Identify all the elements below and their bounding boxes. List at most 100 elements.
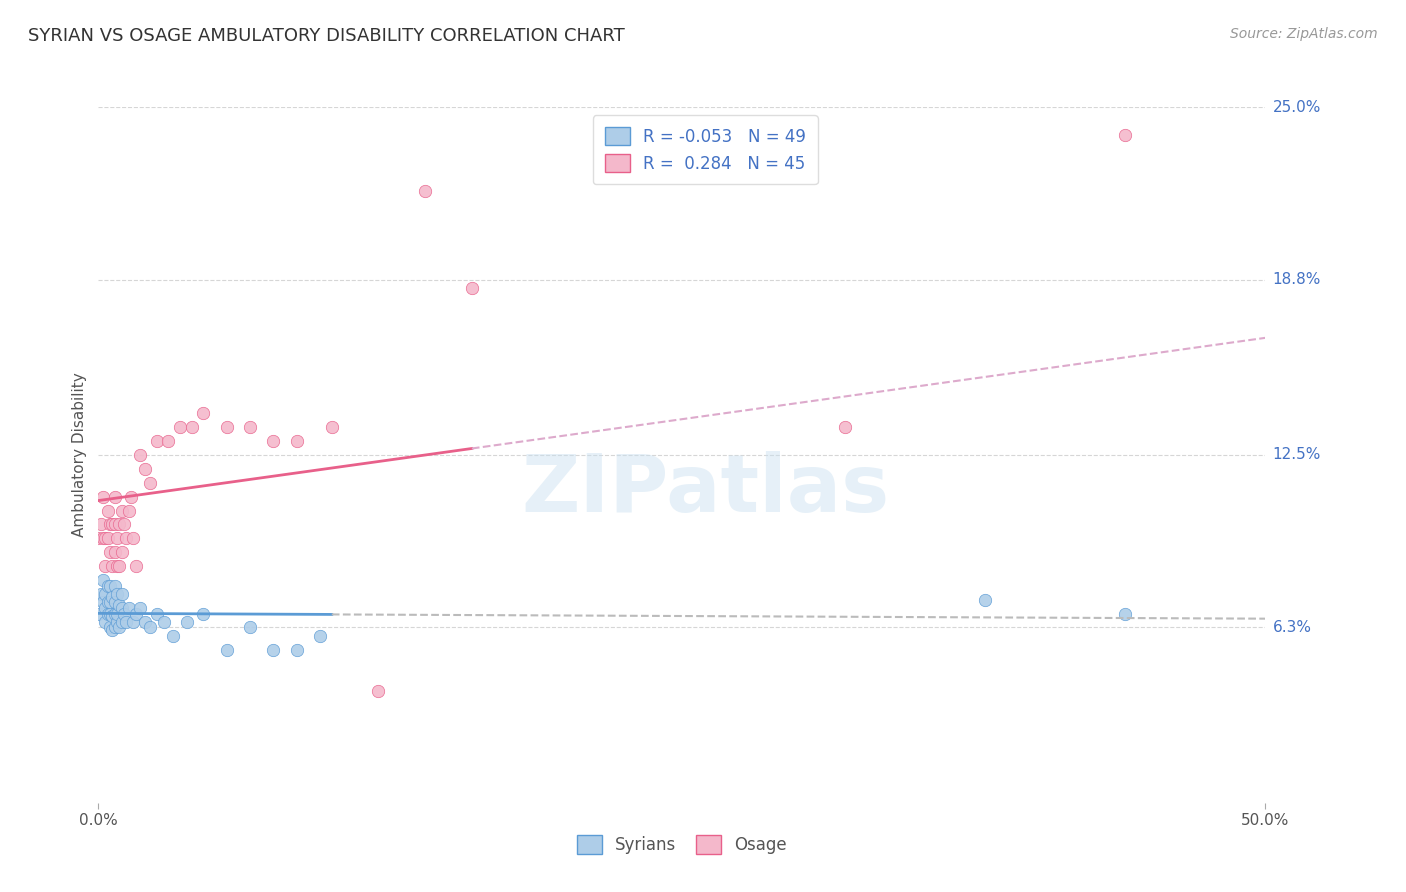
Point	[139, 475, 162, 490]
Point	[108, 559, 131, 574]
Text: ZIPatlas: ZIPatlas	[522, 450, 890, 529]
Point	[115, 532, 138, 546]
Point	[94, 601, 117, 615]
Point	[98, 579, 121, 593]
Point	[157, 434, 180, 448]
Point	[104, 517, 127, 532]
Point	[139, 620, 162, 634]
Point	[101, 559, 124, 574]
Point	[367, 684, 389, 698]
Point	[122, 532, 145, 546]
Point	[101, 590, 124, 604]
Point	[262, 642, 284, 657]
Point	[239, 420, 262, 434]
Point	[129, 601, 152, 615]
Point	[108, 517, 131, 532]
Point	[91, 532, 114, 546]
Point	[122, 615, 145, 629]
Point	[461, 281, 484, 295]
Point	[104, 607, 127, 621]
Point	[98, 620, 121, 634]
Point	[98, 517, 121, 532]
Point	[105, 532, 128, 546]
Point	[97, 503, 120, 517]
Point	[105, 615, 128, 629]
Point	[97, 607, 120, 621]
Point	[146, 434, 169, 448]
Point	[108, 598, 131, 612]
Text: 12.5%: 12.5%	[1272, 448, 1320, 462]
Point	[105, 607, 128, 621]
Point	[834, 420, 856, 434]
Point	[104, 545, 127, 559]
Text: 18.8%: 18.8%	[1272, 272, 1320, 287]
Point	[111, 545, 134, 559]
Point	[94, 532, 117, 546]
Point	[193, 406, 215, 420]
Point	[104, 620, 127, 634]
Point	[98, 545, 121, 559]
Legend: Syrians, Osage: Syrians, Osage	[567, 825, 797, 864]
Point	[94, 587, 117, 601]
Point	[115, 615, 138, 629]
Point	[180, 420, 202, 434]
Point	[108, 620, 131, 634]
Point	[169, 420, 191, 434]
Point	[285, 434, 308, 448]
Point	[97, 579, 120, 593]
Text: 25.0%: 25.0%	[1272, 100, 1320, 114]
Point	[112, 517, 135, 532]
Point	[239, 620, 262, 634]
Point	[91, 490, 114, 504]
Point	[134, 462, 156, 476]
Point	[91, 595, 114, 609]
Point	[98, 595, 121, 609]
Point	[1114, 607, 1136, 621]
Point	[87, 532, 110, 546]
Point	[101, 517, 124, 532]
Point	[90, 517, 112, 532]
Point	[104, 579, 127, 593]
Y-axis label: Ambulatory Disability: Ambulatory Disability	[72, 373, 87, 537]
Point	[215, 420, 238, 434]
Point	[97, 595, 120, 609]
Point	[101, 624, 124, 638]
Point	[111, 601, 134, 615]
Text: Source: ZipAtlas.com: Source: ZipAtlas.com	[1230, 27, 1378, 41]
Point	[413, 184, 436, 198]
Point	[111, 587, 134, 601]
Point	[104, 490, 127, 504]
Point	[90, 587, 112, 601]
Point	[98, 607, 121, 621]
Point	[94, 559, 117, 574]
Point	[97, 532, 120, 546]
Point	[176, 615, 198, 629]
Point	[101, 609, 124, 624]
Point	[215, 642, 238, 657]
Point	[120, 490, 142, 504]
Point	[125, 559, 148, 574]
Point	[162, 629, 184, 643]
Point	[974, 592, 997, 607]
Text: 6.3%: 6.3%	[1272, 620, 1312, 635]
Point	[309, 629, 332, 643]
Text: SYRIAN VS OSAGE AMBULATORY DISABILITY CORRELATION CHART: SYRIAN VS OSAGE AMBULATORY DISABILITY CO…	[28, 27, 624, 45]
Point	[94, 615, 117, 629]
Point	[152, 615, 174, 629]
Point	[125, 607, 148, 621]
Point	[1114, 128, 1136, 142]
Point	[285, 642, 308, 657]
Point	[118, 601, 141, 615]
Point	[129, 448, 152, 462]
Point	[105, 587, 128, 601]
Point	[111, 615, 134, 629]
Point	[146, 607, 169, 621]
Point	[87, 607, 110, 621]
Point	[112, 607, 135, 621]
Point	[193, 607, 215, 621]
Point	[104, 595, 127, 609]
Point	[118, 503, 141, 517]
Point	[105, 559, 128, 574]
Point	[321, 420, 343, 434]
Point	[134, 615, 156, 629]
